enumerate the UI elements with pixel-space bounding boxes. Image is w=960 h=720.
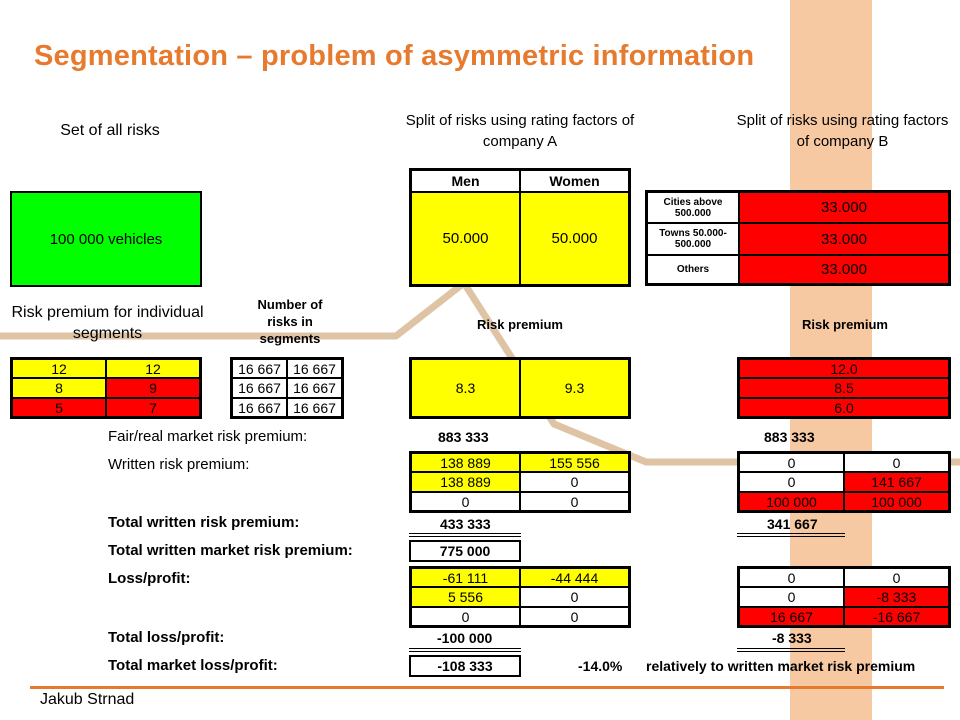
- women-count: 50.000: [520, 192, 629, 285]
- total-market-loss: -108 333: [411, 657, 519, 675]
- header-risk-premium-segments: Risk premium for individual segments: [11, 304, 204, 342]
- loss-a-cell: 0: [520, 587, 629, 607]
- written-b-cell: 0: [844, 453, 949, 472]
- header-split-a: Split of risks using rating factors of c…: [405, 112, 635, 150]
- header-risk-premium-a: Risk premium: [477, 317, 563, 332]
- premium-men: 8.3: [411, 359, 520, 417]
- page-title: Segmentation – problem of asymmetric inf…: [34, 40, 755, 72]
- loss-b-cell: 0: [844, 568, 949, 587]
- premium-others: 6.0: [739, 398, 949, 417]
- author-name: Jakub Strnad: [40, 691, 135, 708]
- premium-towns: 8.5: [739, 378, 949, 398]
- written-a-cell: 138 889: [411, 472, 520, 492]
- fair-premium-a: 883 333: [438, 429, 489, 445]
- col-men: Men: [411, 170, 520, 192]
- written-a-cell: 0: [520, 492, 629, 511]
- segment-count-cell: 16 667: [287, 378, 342, 398]
- premium-cities: 12.0: [739, 359, 949, 378]
- written-a-cell: 0: [411, 492, 520, 511]
- loss-b-cell: 16 667: [739, 607, 844, 626]
- loss-b-cell: -16 667: [844, 607, 949, 626]
- label-total-written-market: Total written market risk premium:: [108, 542, 353, 559]
- label-loss-profit: Loss/profit:: [108, 570, 191, 587]
- written-a-cell: 155 556: [520, 453, 629, 472]
- premium-women: 9.3: [520, 359, 629, 417]
- loss-b-cell: -8 333: [844, 587, 949, 607]
- written-b-cell: 0: [739, 472, 844, 492]
- col-women: Women: [520, 170, 629, 192]
- loss-a-cell: -61 111: [411, 568, 520, 587]
- written-a-cell: 138 889: [411, 453, 520, 472]
- total-loss-b: -8 333: [772, 630, 812, 646]
- header-split-b: Split of risks using rating factors of c…: [736, 112, 949, 150]
- fair-premium-b: 883 333: [764, 429, 815, 445]
- written-b-cell: 141 667: [844, 472, 949, 492]
- label-written-premium: Written risk premium:: [108, 456, 250, 473]
- loss-a-cell: 0: [411, 607, 520, 626]
- market-loss-percent: -14.0%: [578, 658, 623, 674]
- segment-premium-cell: 9: [106, 378, 200, 398]
- written-a-cell: 0: [520, 472, 629, 492]
- segment-count-cell: 16 667: [287, 398, 342, 417]
- segment-count-cell: 16 667: [232, 359, 287, 378]
- segment-premium-cell: 5: [12, 398, 106, 417]
- written-b-cell: 100 000: [739, 492, 844, 511]
- label-fair-premium: Fair/real market risk premium:: [108, 428, 308, 445]
- loss-b-cell: 0: [739, 568, 844, 587]
- men-count: 50.000: [411, 192, 520, 285]
- header-number-of-risks: Number of risks in segments: [257, 297, 323, 346]
- written-b-cell: 100 000: [844, 492, 949, 511]
- segment-premium-cell: 12: [12, 359, 106, 378]
- loss-a-cell: -44 444: [520, 568, 629, 587]
- segment-premium-cell: 8: [12, 378, 106, 398]
- segment-count-cell: 16 667: [287, 359, 342, 378]
- header-set-of-all-risks: Set of all risks: [60, 122, 160, 139]
- segment-count-cell: 16 667: [232, 398, 287, 417]
- segment-count-cities: 33.000: [739, 192, 949, 223]
- written-b-cell: 0: [739, 453, 844, 472]
- segment-count-cell: 16 667: [232, 378, 287, 398]
- total-written-market: 775 000: [411, 542, 519, 560]
- segment-label-towns: Towns 50.000-500.000: [647, 223, 739, 255]
- market-loss-note: relatively to written market risk premiu…: [646, 658, 916, 674]
- loss-b-cell: 0: [739, 587, 844, 607]
- segment-count-towns: 33.000: [739, 223, 949, 255]
- footer-divider: [30, 686, 944, 689]
- total-written-b: 341 667: [767, 516, 818, 532]
- segment-count-others: 33.000: [739, 255, 949, 284]
- label-total-written: Total written risk premium:: [108, 514, 300, 531]
- label-total-loss: Total loss/profit:: [108, 629, 225, 646]
- all-risks-box: 100 000 vehicles: [12, 193, 200, 285]
- label-total-market-loss: Total market loss/profit:: [108, 657, 278, 674]
- total-written-a: 433 333: [440, 516, 491, 532]
- segment-premium-cell: 7: [106, 398, 200, 417]
- header-risk-premium-b: Risk premium: [802, 317, 888, 332]
- segment-label-cities: Cities above 500.000: [647, 192, 739, 223]
- loss-a-cell: 0: [520, 607, 629, 626]
- total-loss-a: -100 000: [437, 630, 493, 646]
- loss-a-cell: 5 556: [411, 587, 520, 607]
- segment-premium-cell: 12: [106, 359, 200, 378]
- segment-label-others: Others: [647, 255, 739, 284]
